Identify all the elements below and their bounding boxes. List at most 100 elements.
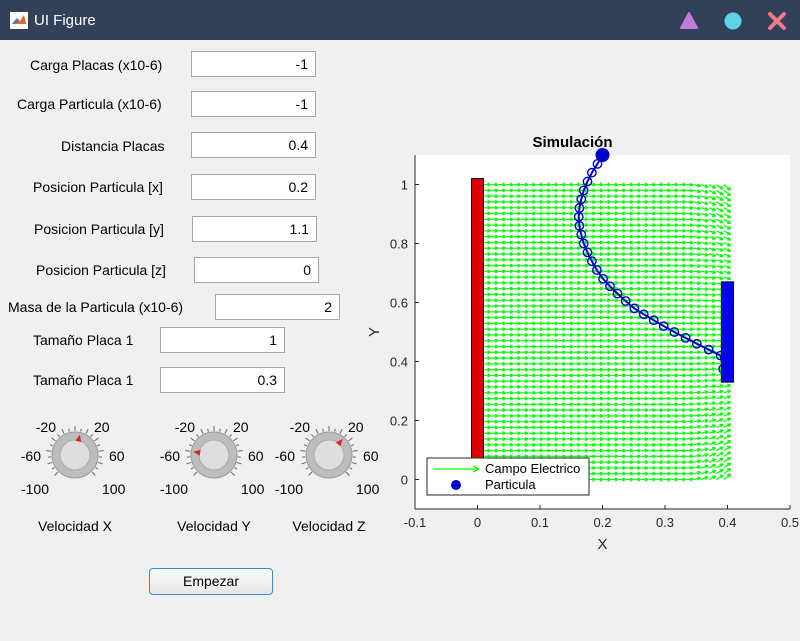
x-tick-label: 0.3 bbox=[656, 515, 674, 530]
trayectoria-point bbox=[638, 309, 649, 320]
legend-arrow-icon bbox=[472, 465, 480, 473]
trayectoria-point bbox=[691, 338, 702, 349]
knob-tick-label: -100 bbox=[160, 481, 188, 497]
y-tick-label: 0.4 bbox=[390, 355, 408, 370]
trayectoria-point bbox=[582, 247, 593, 258]
knob-tick-label: -60 bbox=[21, 448, 41, 464]
posicion-z-field[interactable]: 0 bbox=[194, 257, 319, 283]
matlab-icon bbox=[10, 12, 28, 29]
knob-label: Velocidad Z bbox=[292, 518, 366, 534]
tamano-placa-2-label: Tamaño Placa 1 bbox=[33, 372, 134, 388]
knob-pointer bbox=[193, 449, 201, 456]
posicion-y-field[interactable]: 1.1 bbox=[192, 216, 317, 242]
knob-label: Velocidad X bbox=[38, 518, 112, 534]
close-icon[interactable] bbox=[767, 11, 787, 31]
trayectoria-point bbox=[680, 332, 691, 343]
trayectoria-point bbox=[669, 327, 680, 337]
x-tick-label: 0.2 bbox=[593, 515, 611, 530]
x-tick-label: 0.1 bbox=[531, 515, 549, 530]
trayectoria-point bbox=[703, 344, 714, 355]
trayectoria-point bbox=[605, 281, 615, 292]
x-tick-label: 0.4 bbox=[718, 515, 736, 530]
carga-placas-field[interactable]: -1 bbox=[191, 51, 316, 77]
knob-tick-label: 60 bbox=[363, 448, 379, 464]
carga-particula-field[interactable]: -1 bbox=[191, 91, 316, 117]
simulation-plot: -0.1 0 0.1 0.2 0.3 0.4 0.5 0 0.2 0.4 0.6 0.8 1 Simula… bbox=[366, 134, 799, 553]
knob-tick-label: -60 bbox=[275, 448, 295, 464]
trayectoria-point bbox=[658, 321, 669, 332]
trayectoria-point bbox=[612, 288, 623, 299]
knob-tick-label: 20 bbox=[348, 419, 364, 435]
knob-pointer bbox=[335, 439, 343, 447]
x-tick-label: 0 bbox=[474, 515, 481, 530]
trayectoria-point bbox=[629, 303, 640, 314]
tamano-placa-2-field[interactable]: 0.3 bbox=[160, 367, 285, 393]
knob-tick-label: 100 bbox=[241, 481, 265, 497]
triangle-icon[interactable] bbox=[679, 11, 699, 31]
x-axis-label: X bbox=[597, 536, 607, 553]
tamano-placa-1-field[interactable]: 1 bbox=[160, 327, 285, 353]
trayectoria-point bbox=[591, 265, 602, 275]
masa-field[interactable]: 2 bbox=[215, 294, 340, 320]
circle-icon[interactable] bbox=[723, 11, 743, 31]
trayectoria-point bbox=[576, 194, 587, 205]
trayectoria-point bbox=[718, 363, 729, 374]
knob-tick-label: -100 bbox=[21, 481, 49, 497]
knob-label: Velocidad Y bbox=[177, 518, 251, 534]
placa-izquierda bbox=[471, 178, 484, 480]
trayectoria-point bbox=[715, 350, 726, 361]
trayectoria-point bbox=[576, 229, 587, 240]
knob-tick-label: 100 bbox=[356, 481, 380, 497]
trayectoria-point bbox=[620, 296, 631, 306]
y-tick-label: 0.2 bbox=[390, 414, 408, 429]
trayectoria-point bbox=[586, 167, 597, 178]
trayectoria-point bbox=[578, 185, 589, 196]
trayectoria-point bbox=[574, 220, 585, 231]
masa-label: Masa de la Particula (x10-6) bbox=[8, 299, 184, 315]
window-title: UI Figure bbox=[34, 12, 96, 29]
posicion-x-label: Posicion Particula [x] bbox=[33, 179, 163, 195]
plot-title: Simulación bbox=[532, 134, 612, 151]
title-bar: UI Figure bbox=[0, 0, 800, 40]
carga-particula-label: Carga Particula (x10-6) bbox=[17, 96, 162, 112]
knob-velocidad-x[interactable]: -20 20 -60 60 -100 100 bbox=[15, 410, 135, 505]
posicion-y-label: Posicion Particula [y] bbox=[34, 221, 164, 237]
knob-pointer bbox=[75, 434, 82, 443]
y-axis-label: Y bbox=[366, 327, 383, 337]
knob-tick-label: -20 bbox=[36, 419, 56, 435]
knob-tick-label: 100 bbox=[102, 481, 126, 497]
x-tick-label: 0.5 bbox=[781, 515, 799, 530]
legend-campo-label: Campo Electrico bbox=[485, 461, 580, 476]
knob-tick-label: -20 bbox=[175, 419, 195, 435]
distancia-placas-label: Distancia Placas bbox=[61, 138, 165, 154]
y-tick-label: 1 bbox=[401, 178, 408, 193]
trayectoria-point bbox=[648, 315, 659, 326]
knob-tick-label: 20 bbox=[94, 419, 110, 435]
particula-marker bbox=[595, 148, 610, 162]
knob-tick-label: 60 bbox=[109, 448, 125, 464]
knob-velocidad-y[interactable]: -20 20 -60 60 -100 100 bbox=[154, 410, 274, 505]
knob-tick-label: 60 bbox=[248, 448, 264, 464]
trayectoria-point bbox=[598, 273, 609, 284]
knob-tick-label: 20 bbox=[233, 419, 249, 435]
trayectoria-point bbox=[586, 256, 597, 267]
knob-tick-label: -100 bbox=[275, 481, 303, 497]
tamano-placa-1-label: Tamaño Placa 1 bbox=[33, 332, 134, 348]
posicion-z-label: Posicion Particula [z] bbox=[36, 262, 166, 278]
legend-particula-label: Particula bbox=[485, 477, 536, 492]
legend-particula-swatch bbox=[451, 480, 461, 490]
distancia-placas-field[interactable]: 0.4 bbox=[191, 132, 316, 158]
knob-velocidad-z[interactable]: -20 20 -60 60 -100 100 bbox=[269, 410, 389, 505]
trayectoria-point bbox=[578, 238, 589, 249]
y-tick-label: 0 bbox=[401, 473, 408, 488]
carga-placas-label: Carga Placas (x10-6) bbox=[30, 57, 163, 73]
y-tick-label: 0.6 bbox=[390, 296, 408, 311]
empezar-button[interactable]: Empezar bbox=[149, 568, 273, 595]
knob-tick-label: -60 bbox=[160, 448, 180, 464]
posicion-x-field[interactable]: 0.2 bbox=[191, 174, 316, 200]
y-tick-label: 0.8 bbox=[390, 237, 408, 252]
trayectoria-point bbox=[582, 176, 593, 187]
x-tick-label: -0.1 bbox=[404, 515, 426, 530]
knob-tick-label: -20 bbox=[290, 419, 310, 435]
